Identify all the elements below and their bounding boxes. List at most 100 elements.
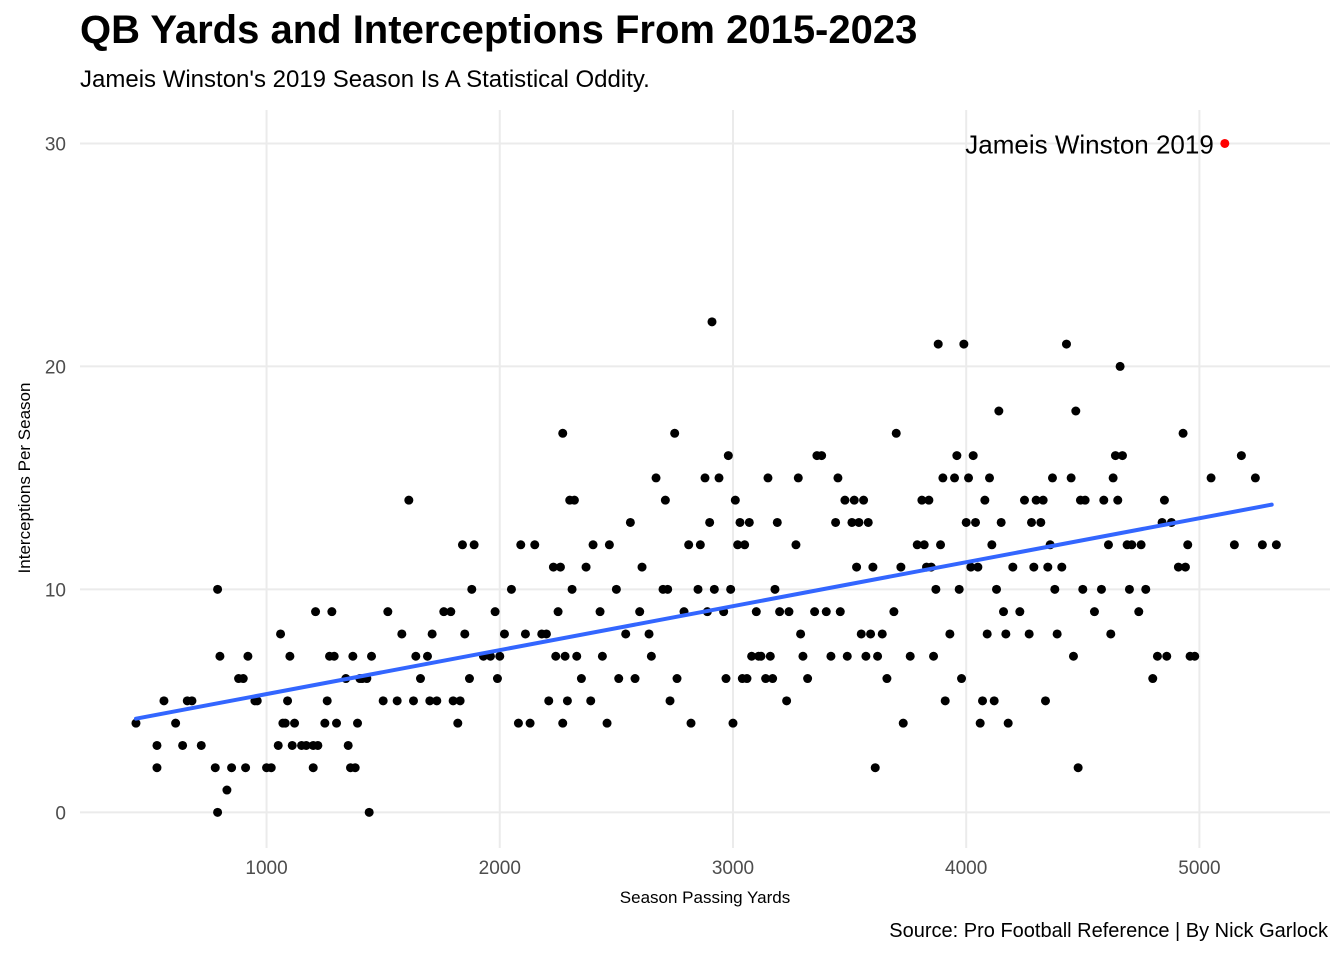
data-point — [460, 629, 470, 639]
data-point — [602, 718, 612, 728]
data-point — [660, 495, 670, 505]
data-point — [432, 696, 442, 706]
data-point — [933, 339, 943, 349]
data-point — [919, 540, 929, 550]
data-point — [422, 651, 432, 661]
tick-labels: 1000 2000 3000 4000 5000 0 10 20 30 — [45, 134, 1221, 879]
data-point — [1071, 406, 1081, 416]
data-point — [530, 540, 540, 550]
data-point — [1271, 540, 1281, 550]
data-point — [889, 607, 899, 617]
data-point — [964, 473, 974, 483]
data-point — [768, 674, 778, 684]
data-point — [453, 718, 463, 728]
x-tick-label: 3000 — [712, 858, 754, 879]
data-point — [852, 562, 862, 572]
data-point — [861, 651, 871, 661]
data-point — [238, 674, 248, 684]
data-point — [952, 451, 962, 461]
data-point — [301, 740, 311, 750]
data-point — [567, 584, 577, 594]
x-tick-label: 2000 — [479, 858, 521, 879]
data-point — [1024, 629, 1034, 639]
data-point — [873, 651, 883, 661]
data-point — [290, 718, 300, 728]
data-point — [1036, 517, 1046, 527]
data-point — [404, 495, 414, 505]
data-point — [966, 562, 976, 572]
data-point — [999, 607, 1009, 617]
data-point — [1052, 629, 1062, 639]
data-point — [364, 807, 374, 817]
data-point — [1173, 562, 1183, 572]
data-point — [621, 629, 631, 639]
data-point — [348, 651, 358, 661]
data-point — [700, 473, 710, 483]
data-point — [1026, 517, 1036, 527]
data-point — [1061, 339, 1071, 349]
data-point — [761, 674, 771, 684]
data-point — [439, 607, 449, 617]
data-point — [490, 607, 500, 617]
data-point — [1050, 584, 1060, 594]
data-point — [425, 696, 435, 706]
data-point — [695, 540, 705, 550]
highlight-label: Jameis Winston 2019 — [965, 129, 1214, 159]
data-point — [548, 562, 558, 572]
chart-caption: Source: Pro Football Reference | By Nick… — [889, 920, 1328, 942]
y-tick-label: 20 — [45, 357, 66, 378]
data-point — [614, 674, 624, 684]
data-point — [985, 473, 995, 483]
data-point — [1008, 562, 1018, 572]
trend-line-group — [133, 502, 1274, 721]
data-point — [1250, 473, 1260, 483]
data-point — [227, 763, 237, 773]
data-point — [329, 651, 339, 661]
data-point — [723, 451, 733, 461]
data-point — [1180, 562, 1190, 572]
data-point — [222, 785, 232, 795]
highlight-group: Jameis Winston 2019 — [965, 129, 1230, 159]
data-point — [826, 651, 836, 661]
data-point — [586, 696, 596, 706]
data-point — [1178, 428, 1188, 438]
data-point — [378, 696, 388, 706]
highlight-point — [1220, 138, 1230, 148]
data-point — [562, 696, 572, 706]
data-point — [924, 495, 934, 505]
data-point — [756, 651, 766, 661]
data-point — [950, 473, 960, 483]
data-point — [332, 718, 342, 728]
data-point — [280, 718, 290, 728]
data-point — [961, 517, 971, 527]
data-point — [1103, 540, 1113, 550]
data-point — [343, 740, 353, 750]
data-point — [322, 696, 332, 706]
data-point — [751, 607, 761, 617]
data-point — [427, 629, 437, 639]
data-point — [849, 495, 859, 505]
data-point — [882, 674, 892, 684]
data-point — [1229, 540, 1239, 550]
data-point — [705, 517, 715, 527]
data-point — [397, 629, 407, 639]
data-point — [350, 763, 360, 773]
data-point — [803, 674, 813, 684]
data-point — [213, 807, 223, 817]
data-point — [541, 629, 551, 639]
data-point — [707, 317, 717, 327]
data-point — [588, 540, 598, 550]
data-point — [817, 451, 827, 461]
data-point — [821, 607, 831, 617]
data-point — [742, 674, 752, 684]
data-point — [1148, 674, 1158, 684]
data-point — [415, 674, 425, 684]
data-point — [551, 651, 561, 661]
data-point — [791, 540, 801, 550]
y-tick-label: 30 — [45, 134, 66, 155]
data-point — [854, 517, 864, 527]
data-point — [968, 451, 978, 461]
x-tick-label: 1000 — [245, 858, 287, 879]
data-point — [1096, 584, 1106, 594]
